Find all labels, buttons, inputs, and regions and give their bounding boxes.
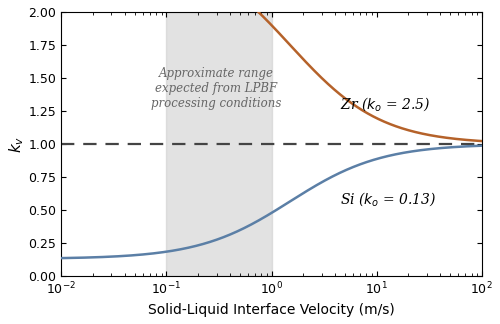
X-axis label: Solid-Liquid Interface Velocity (m/s): Solid-Liquid Interface Velocity (m/s) xyxy=(148,303,395,317)
Y-axis label: $k_v$: $k_v$ xyxy=(7,135,26,153)
Bar xyxy=(166,12,272,276)
Text: Zr ($k_o$ = 2.5): Zr ($k_o$ = 2.5) xyxy=(340,96,430,113)
Text: Approximate range
expected from LPBF
processing conditions: Approximate range expected from LPBF pro… xyxy=(152,67,282,110)
Text: Si ($k_o$ = 0.13): Si ($k_o$ = 0.13) xyxy=(340,191,436,208)
